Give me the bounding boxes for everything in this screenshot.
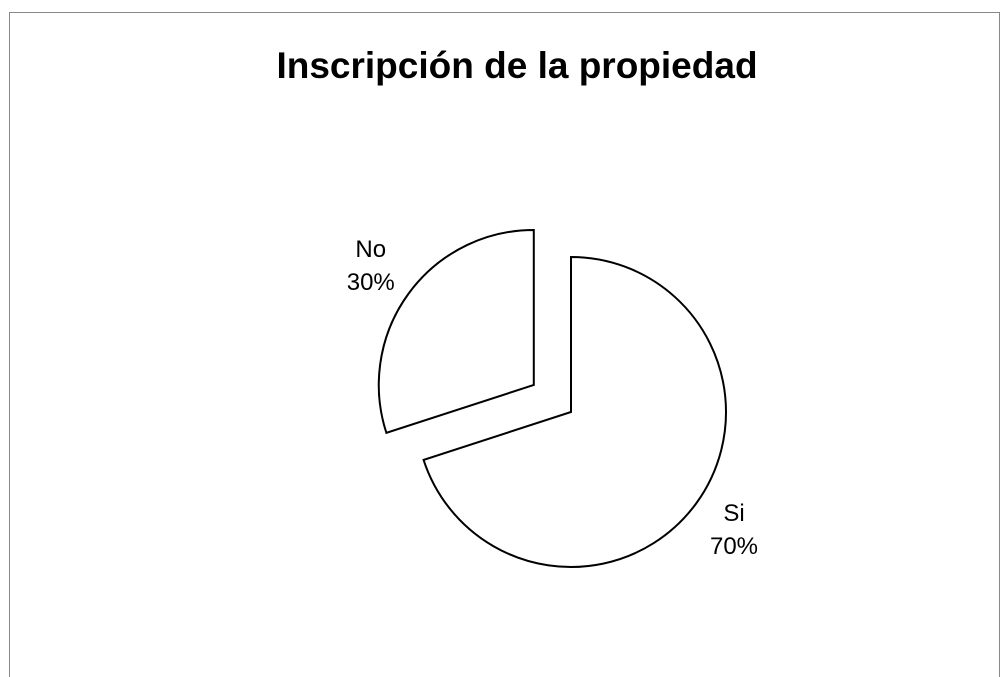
pie-slice <box>377 228 535 435</box>
chart-title: Inscripción de la propiedad <box>276 45 757 86</box>
slice-label: Si <box>723 500 744 527</box>
slice-label: No <box>355 236 386 263</box>
pie-slice <box>422 255 727 568</box>
slice-value-label: 70% <box>710 533 758 560</box>
slice-value-label: 30% <box>347 269 395 296</box>
